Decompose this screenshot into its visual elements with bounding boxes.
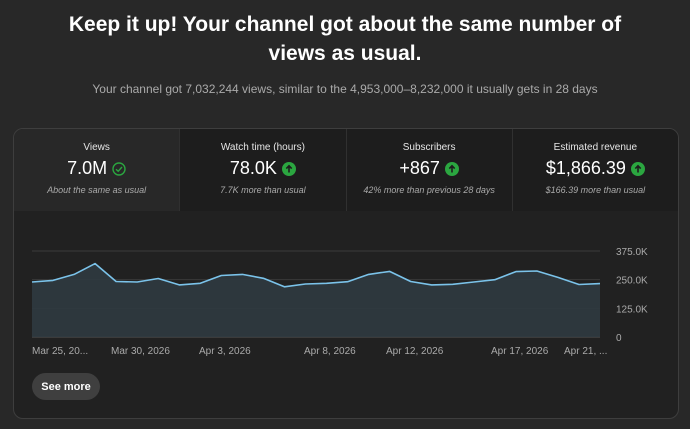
views-chart: 375.0K 250.0K 125.0K 0 Mar 25, 20... Mar 30, … (31, 247, 648, 357)
see-more-button[interactable]: See more (32, 373, 100, 400)
metric-label: Views (83, 142, 110, 153)
x-tick-label: Apr 12, 2026 (386, 346, 444, 357)
metric-value: +867 (399, 158, 440, 178)
metric-comparison: 42% more than previous 28 days (363, 185, 495, 195)
x-tick-label: Apr 21, ... (564, 346, 607, 357)
metric-tab-watch-time[interactable]: Watch time (hours) 78.0K 7.7K more than … (179, 129, 346, 211)
arrow-up-circle-icon (444, 161, 459, 176)
x-tick-label: Mar 30, 2026 (111, 346, 170, 357)
arrow-up-circle-icon (281, 161, 296, 176)
headline: Keep it up! Your channel got about the s… (68, 13, 622, 65)
metric-comparison: 7.7K more than usual (220, 185, 306, 195)
analytics-card: Views 7.0M About the same as usual Watch… (13, 128, 679, 419)
metric-tab-views[interactable]: Views 7.0M About the same as usual (14, 129, 180, 211)
metric-comparison: About the same as usual (47, 185, 147, 195)
x-tick-label: Apr 17, 2026 (491, 346, 549, 357)
metric-value: $1,866.39 (545, 158, 626, 178)
check-circle-icon (112, 161, 126, 176)
metric-value: 78.0K (229, 158, 277, 178)
metric-comparison: $166.39 more than usual (545, 185, 646, 195)
metric-tabs: Views 7.0M About the same as usual Watch… (14, 129, 678, 211)
metric-label: Estimated revenue (553, 142, 638, 153)
x-tick-label: Mar 25, 20... (32, 346, 88, 357)
y-tick-label: 375.0K (616, 247, 648, 258)
metric-label: Subscribers (402, 142, 456, 153)
summary-text: Your channel got 7,032,244 views, simila… (92, 82, 598, 96)
x-tick-label: Apr 8, 2026 (304, 346, 356, 357)
metric-label: Watch time (hours) (220, 142, 305, 153)
y-tick-label: 125.0K (616, 304, 648, 315)
metric-tab-revenue[interactable]: Estimated revenue $1,866.39 $166.39 more… (511, 129, 678, 211)
views-line (31, 262, 601, 288)
x-tick-label: Apr 3, 2026 (199, 346, 251, 357)
metric-value: 7.0M (67, 158, 108, 178)
views-area (32, 263, 600, 337)
y-tick-label: 0 (616, 333, 622, 344)
metric-tab-subscribers[interactable]: Subscribers +867 42% more than previous … (345, 129, 512, 211)
arrow-up-circle-icon (630, 161, 645, 176)
y-tick-label: 250.0K (616, 276, 648, 287)
